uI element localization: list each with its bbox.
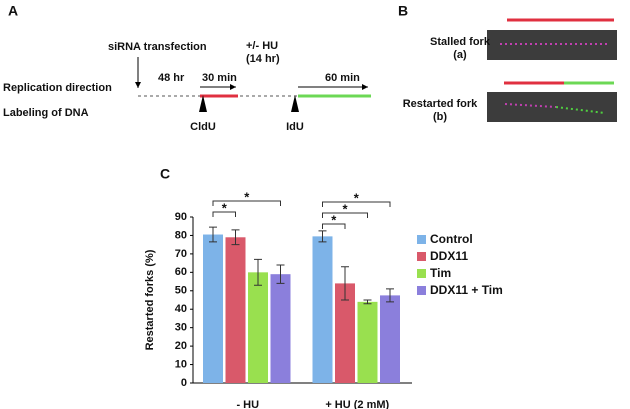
- y-tick-label: 50: [175, 285, 187, 297]
- label: IdU: [286, 121, 304, 133]
- label: CldU: [190, 121, 216, 133]
- legend-label: DDX11 + Tim: [430, 283, 503, 297]
- significance-bracket: [322, 212, 368, 218]
- error-bar: [231, 229, 240, 246]
- significance-bracket: [322, 201, 391, 207]
- marker: [291, 95, 299, 112]
- error-bar: [341, 266, 349, 301]
- error-bar: [386, 288, 394, 303]
- label: siRNA transfection: [108, 41, 207, 53]
- legend-label: Control: [430, 232, 473, 246]
- significance-label: *: [342, 201, 348, 216]
- y-tick-label: 70: [175, 248, 187, 260]
- y-tick-label: 30: [175, 322, 187, 334]
- panel-label: A: [8, 3, 18, 19]
- panel-label: B: [398, 3, 408, 19]
- bar: [312, 236, 333, 383]
- legend-swatch: [417, 252, 426, 261]
- label: (14 hr): [246, 53, 280, 65]
- label: (a): [453, 49, 467, 61]
- significance-label: *: [244, 189, 250, 204]
- y-tick-label: 40: [175, 303, 187, 315]
- y-tick-label: 90: [175, 211, 187, 223]
- significance-label: *: [354, 190, 360, 205]
- y-tick-label: 60: [175, 266, 187, 278]
- significance-bracket: [212, 211, 236, 217]
- legend-swatch: [417, 286, 426, 295]
- error-bar: [209, 226, 217, 243]
- panel-label: C: [160, 166, 170, 182]
- error-bar: [276, 264, 285, 284]
- error-bar: [363, 299, 372, 305]
- bar: [270, 274, 291, 383]
- x-tick-label: + HU (2 mM): [325, 399, 389, 409]
- label: 30 min: [202, 72, 237, 84]
- error-bar: [254, 258, 262, 286]
- fiber: [504, 103, 557, 108]
- bar: [225, 237, 246, 383]
- significance-label: *: [222, 200, 228, 215]
- x-tick-label: - HU: [236, 399, 259, 409]
- label: 48 hr: [158, 72, 185, 84]
- legend-label: Tim: [430, 266, 451, 280]
- significance-label: *: [331, 212, 337, 227]
- y-tick-label: 20: [175, 340, 187, 352]
- label: Stalled fork: [430, 36, 491, 48]
- y-tick-label: 10: [175, 358, 187, 370]
- bar: [380, 295, 400, 383]
- marker: [199, 95, 207, 112]
- label: (b): [433, 111, 447, 123]
- label: Restarted fork: [403, 98, 478, 110]
- y-tick-label: 80: [175, 229, 187, 241]
- fiber: [555, 106, 606, 114]
- significance-bracket: [212, 200, 281, 206]
- label: 60 min: [325, 72, 360, 84]
- bar: [203, 234, 223, 383]
- y-axis-label: Restarted forks (%): [144, 249, 156, 350]
- y-tick-label: 0: [181, 377, 187, 389]
- label: +/- HU: [246, 40, 278, 52]
- bar: [357, 301, 378, 383]
- error-bar: [318, 230, 327, 243]
- legend-swatch: [417, 269, 426, 278]
- label: Labeling of DNA: [3, 107, 89, 119]
- image: [487, 92, 617, 122]
- bar: [248, 272, 268, 383]
- significance-bracket: [322, 223, 346, 229]
- legend-swatch: [417, 235, 426, 244]
- label: Replication direction: [3, 82, 112, 94]
- legend-label: DDX11: [430, 249, 468, 263]
- bar: [335, 283, 355, 383]
